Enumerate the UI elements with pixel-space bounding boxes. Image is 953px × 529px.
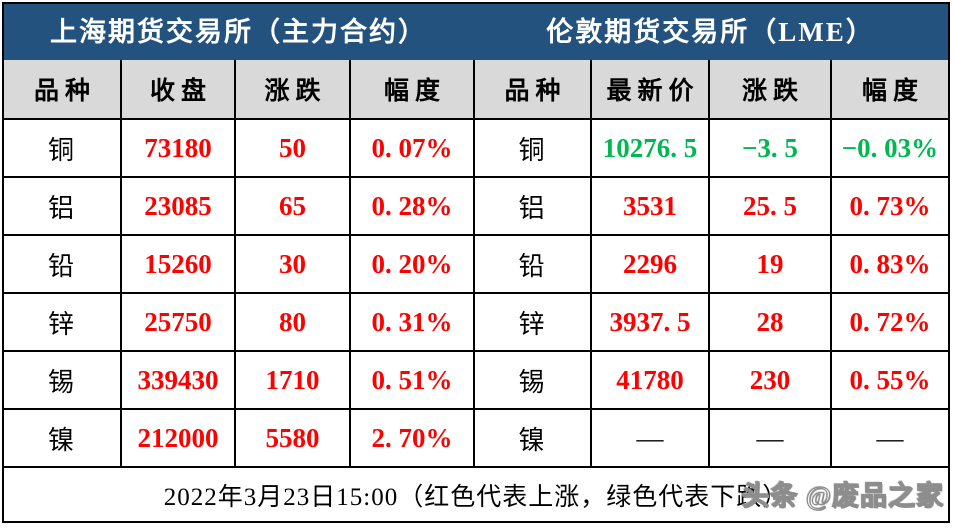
lme-col-product: 品种 — [473, 60, 590, 118]
lme-change-cell: 230 — [708, 350, 830, 408]
lme-percent-cell: 0. 72% — [830, 292, 948, 350]
shfe-change-cell: 80 — [234, 292, 349, 350]
lme-percent-cell: −0. 03% — [830, 118, 948, 176]
lme-change-cell: 19 — [708, 234, 830, 292]
lme-product-cell: 铝 — [473, 176, 590, 234]
shfe-product-cell: 铜 — [4, 118, 120, 176]
toutiao-watermark: 头条 @废品之家 — [742, 480, 944, 511]
shfe-close-cell: 339430 — [120, 350, 234, 408]
lme-change-cell: −3. 5 — [708, 118, 830, 176]
lme-title: 伦敦期货交易所（LME） — [546, 17, 875, 47]
lme-product-cell: 铜 — [473, 118, 590, 176]
metals-price-board: 上海期货交易所（主力合约） 伦敦期货交易所（LME） 品种 收盘 涨跌 幅度 品… — [2, 2, 950, 523]
lme-percent-cell: 0. 83% — [830, 234, 948, 292]
lme-percent-cell: 0. 55% — [830, 350, 948, 408]
shfe-change-cell: 1710 — [234, 350, 349, 408]
shfe-change-cell: 50 — [234, 118, 349, 176]
lme-change-cell: 28 — [708, 292, 830, 350]
shfe-product-cell: 锡 — [4, 350, 120, 408]
lme-col-change: 涨跌 — [708, 60, 830, 118]
lme-percent-cell: — — [830, 408, 948, 466]
lme-product-cell: 锡 — [473, 350, 590, 408]
lme-change-cell: — — [708, 408, 830, 466]
shfe-change-cell: 30 — [234, 234, 349, 292]
shfe-title: 上海期货交易所（主力合约） — [50, 17, 427, 47]
shfe-close-cell: 23085 — [120, 176, 234, 234]
shfe-close-cell: 73180 — [120, 118, 234, 176]
title-bar: 上海期货交易所（主力合约） 伦敦期货交易所（LME） — [4, 4, 948, 60]
shfe-close-cell: 15260 — [120, 234, 234, 292]
lme-col-percent: 幅度 — [830, 60, 948, 118]
shfe-close-cell: 212000 — [120, 408, 234, 466]
shfe-percent-cell: 0. 20% — [349, 234, 473, 292]
shfe-col-change: 涨跌 — [234, 60, 349, 118]
shfe-col-product: 品种 — [4, 60, 120, 118]
shfe-percent-cell: 0. 28% — [349, 176, 473, 234]
shfe-change-cell: 5580 — [234, 408, 349, 466]
lme-last-cell: 41780 — [590, 350, 708, 408]
shfe-col-close: 收盘 — [120, 60, 234, 118]
shfe-percent-cell: 2. 70% — [349, 408, 473, 466]
shfe-product-cell: 铝 — [4, 176, 120, 234]
shfe-percent-cell: 0. 51% — [349, 350, 473, 408]
lme-last-cell: 10276. 5 — [590, 118, 708, 176]
shfe-product-cell: 铅 — [4, 234, 120, 292]
shfe-change-cell: 65 — [234, 176, 349, 234]
lme-product-cell: 铅 — [473, 234, 590, 292]
shfe-product-cell: 镍 — [4, 408, 120, 466]
lme-last-cell: — — [590, 408, 708, 466]
lme-last-cell: 3531 — [590, 176, 708, 234]
shfe-percent-cell: 0. 31% — [349, 292, 473, 350]
lme-col-last: 最新价 — [590, 60, 708, 118]
shfe-product-cell: 锌 — [4, 292, 120, 350]
shfe-col-percent: 幅度 — [349, 60, 473, 118]
lme-product-cell: 镍 — [473, 408, 590, 466]
lme-product-cell: 锌 — [473, 292, 590, 350]
lme-last-cell: 2296 — [590, 234, 708, 292]
lme-last-cell: 3937. 5 — [590, 292, 708, 350]
footer-row: 2022年3月23日15:00（红色代表上涨，绿色代表下跌） 头条 @废品之家 — [4, 466, 948, 521]
shfe-close-cell: 25750 — [120, 292, 234, 350]
metals-table: 品种 收盘 涨跌 幅度 品种 最新价 涨跌 幅度 铜 73180 50 0. 0… — [4, 60, 948, 466]
lme-percent-cell: 0. 73% — [830, 176, 948, 234]
timestamp-note: 2022年3月23日15:00（红色代表上涨，绿色代表下跌） — [163, 483, 789, 511]
lme-change-cell: 25. 5 — [708, 176, 830, 234]
shfe-percent-cell: 0. 07% — [349, 118, 473, 176]
